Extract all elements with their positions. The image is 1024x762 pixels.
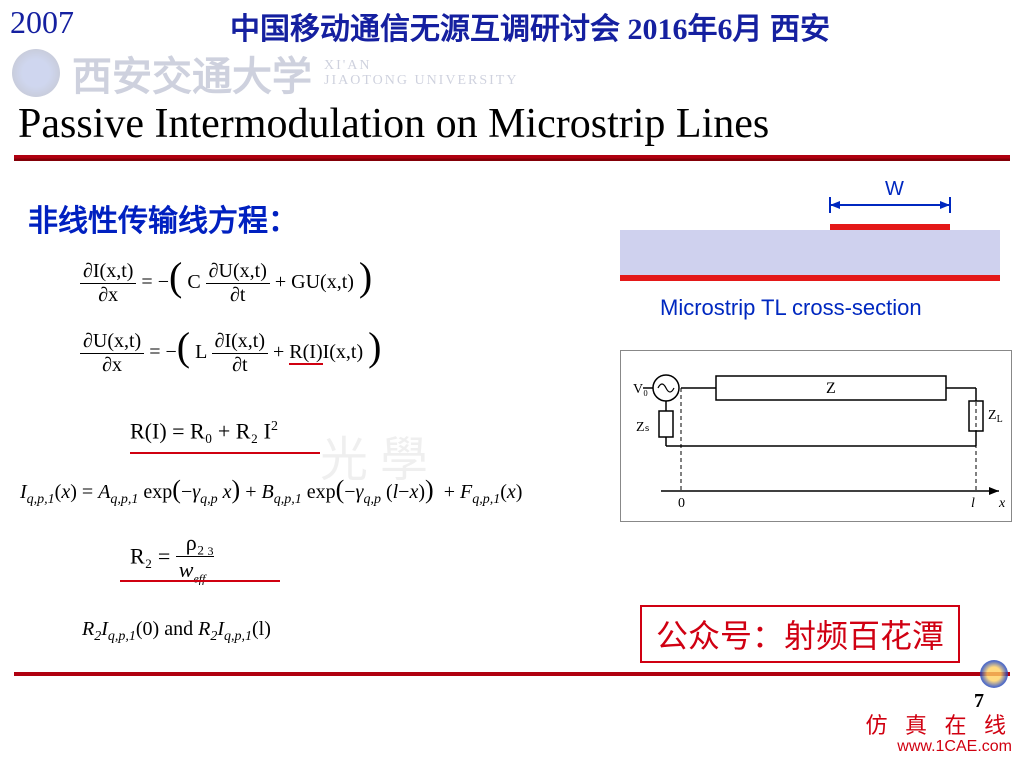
eq3-body: R(I) = R₀ + R₂ I [130,418,271,443]
university-logo-icon [12,49,60,97]
university-name-en: XI'AN JIAOTONG UNIVERSITY [324,58,518,89]
eq5-den-base: w [179,557,194,582]
equation-6: R2Iq,p,1(0) and R2Iq,p,1(l) [82,618,271,645]
equation-4: Iq,p,1(x) = Aq,p,1 exp(−γq,p x) + Bq,p,1… [20,475,522,508]
equation-2: ∂U(x,t)∂x = −( L ∂I(x,t)∂t + R(I)I(x,t) … [80,330,381,377]
slide: 2007 中国移动通信无源互调研讨会 2016年6月 西安 西安交通大学 XI'… [0,0,1024,762]
eq2-lhs-num: ∂U(x,t) [80,330,144,354]
svg-text:Z: Z [826,380,836,397]
university-banner: 西安交通大学 XI'AN JIAOTONG UNIVERSITY [12,48,1012,98]
eq1-lhs-den: ∂x [80,284,136,307]
section-heading: 非线性传输线方程： [28,196,298,240]
eq5-lhs: R₂ = [130,543,170,568]
eq5-den-sup: 3 [207,544,213,558]
equation-5: R₂ = ρ₂ weff3 [130,530,214,586]
bottom-divider [14,672,1010,676]
page-number: 7 [974,690,984,713]
svg-text:Zₛ: Zₛ [636,420,650,435]
svg-text:V₀: V₀ [633,382,648,397]
eq2-Ixt: I(x,t) [323,341,364,363]
eq1-lhs-num: ∂I(x,t) [80,260,136,284]
eq3-sup: 2 [271,419,278,434]
title-divider [14,155,1010,161]
equation-1: ∂I(x,t)∂x = −( C ∂U(x,t)∂t + GU(x,t) ) [80,260,372,307]
eq6-and: and [159,618,198,640]
svg-text:ZL: ZL [988,408,1003,425]
eq1-rhs-b: GU(x,t) [291,271,354,293]
corner-badge-icon [980,660,1008,688]
en-line2: JIAOTONG UNIVERSITY [324,73,518,88]
conference-title: 中国移动通信无源互调研讨会 2016年6月 西安 [230,4,830,48]
circuit-diagram: V₀ Zₛ Z ZL 0 l x [620,350,1012,522]
eq1-coefC: C [187,271,200,293]
eq2-rhsa-num: ∂I(x,t) [212,330,268,354]
background-watermark: 光 學 [320,420,428,490]
eq2-lhs-den: ∂x [80,354,144,377]
footer-cn: 仿 真 在 线 [865,714,1012,738]
page-title: Passive Intermodulation on Microstrip Li… [18,100,769,148]
svg-text:x: x [998,496,1006,511]
footer-url: www.1CAE.com [865,738,1012,756]
en-line1: XI'AN [324,58,518,73]
footer-site: 仿 真 在 线 www.1CAE.com [865,714,1012,756]
year-tag: 2007 [10,4,74,41]
equation-3: R(I) = R₀ + R₂ I2 [130,420,278,442]
svg-text:l: l [971,496,975,511]
eq5-underline [120,580,280,582]
eq2-coefL: L [195,341,206,363]
eq3-underline [130,452,320,454]
eq2-RofI: R(I) [289,341,322,365]
microstrip-caption: Microstrip TL cross-section [660,295,922,321]
microstrip-diagram: W [610,175,1010,315]
eq1-rhsa-num: ∂U(x,t) [206,260,270,284]
eq5-den-sub: eff [193,571,205,585]
eq1-rhsa-den: ∂t [206,284,270,307]
university-name-cn: 西安交通大学 [72,44,312,102]
label-W: W [885,178,904,200]
wechat-watermark: 公众号：射频百花潭 [640,605,960,663]
eq2-rhsa-den: ∂t [212,354,268,377]
svg-text:0: 0 [678,496,685,511]
